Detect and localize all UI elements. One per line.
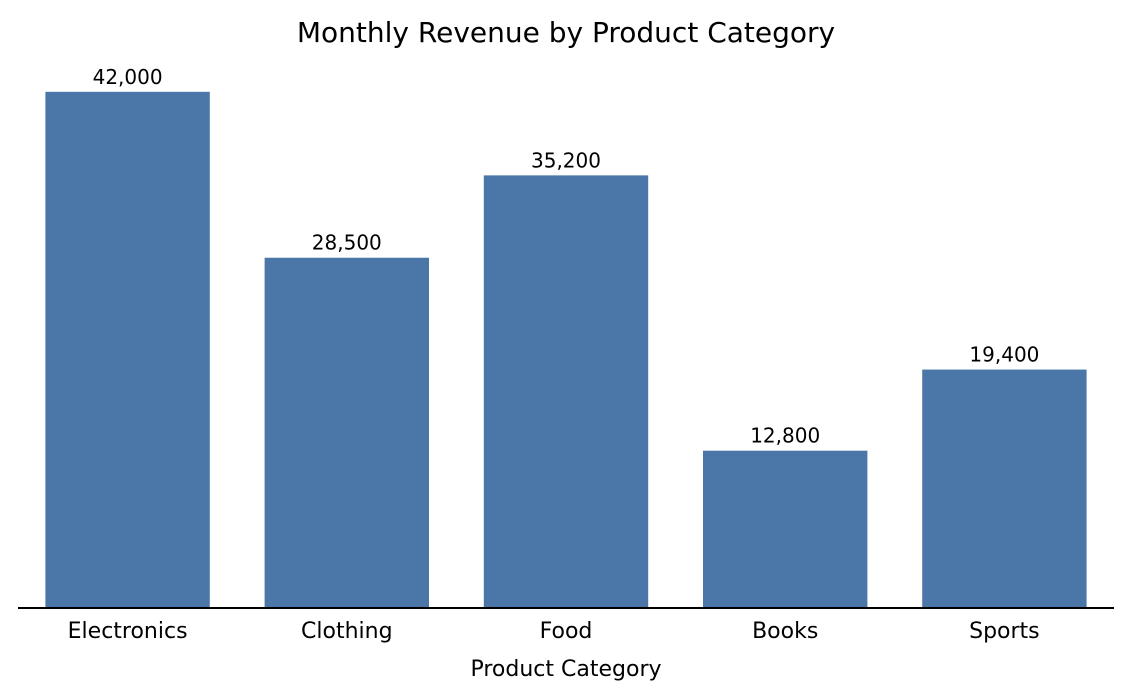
bar-value-label-food: 35,200 — [531, 148, 601, 172]
x-tick-label-books: Books — [752, 619, 818, 644]
bar-books — [703, 450, 868, 608]
bar-value-label-electronics: 42,000 — [93, 65, 163, 89]
bar-clothing — [264, 257, 429, 608]
bars-group — [45, 91, 1087, 609]
bar-value-label-books: 12,800 — [750, 424, 820, 448]
x-axis-label: Product Category — [470, 657, 661, 682]
bar-food — [483, 175, 649, 608]
bar-value-label-clothing: 28,500 — [312, 231, 382, 255]
x-tick-labels: Electronics Clothing Food Books Sports — [68, 619, 1040, 644]
x-tick-label-clothing: Clothing — [301, 619, 393, 644]
bar-sports — [922, 369, 1087, 608]
bar-electronics — [45, 91, 210, 609]
x-tick-label-sports: Sports — [969, 619, 1040, 644]
chart-title: Monthly Revenue by Product Category — [297, 16, 835, 49]
x-tick-label-food: Food — [540, 619, 593, 644]
x-tick-label-electronics: Electronics — [68, 619, 188, 644]
bar-value-label-sports: 19,400 — [969, 343, 1039, 367]
bar-value-labels: 42,000 28,500 35,200 12,800 19,400 — [93, 65, 1040, 448]
